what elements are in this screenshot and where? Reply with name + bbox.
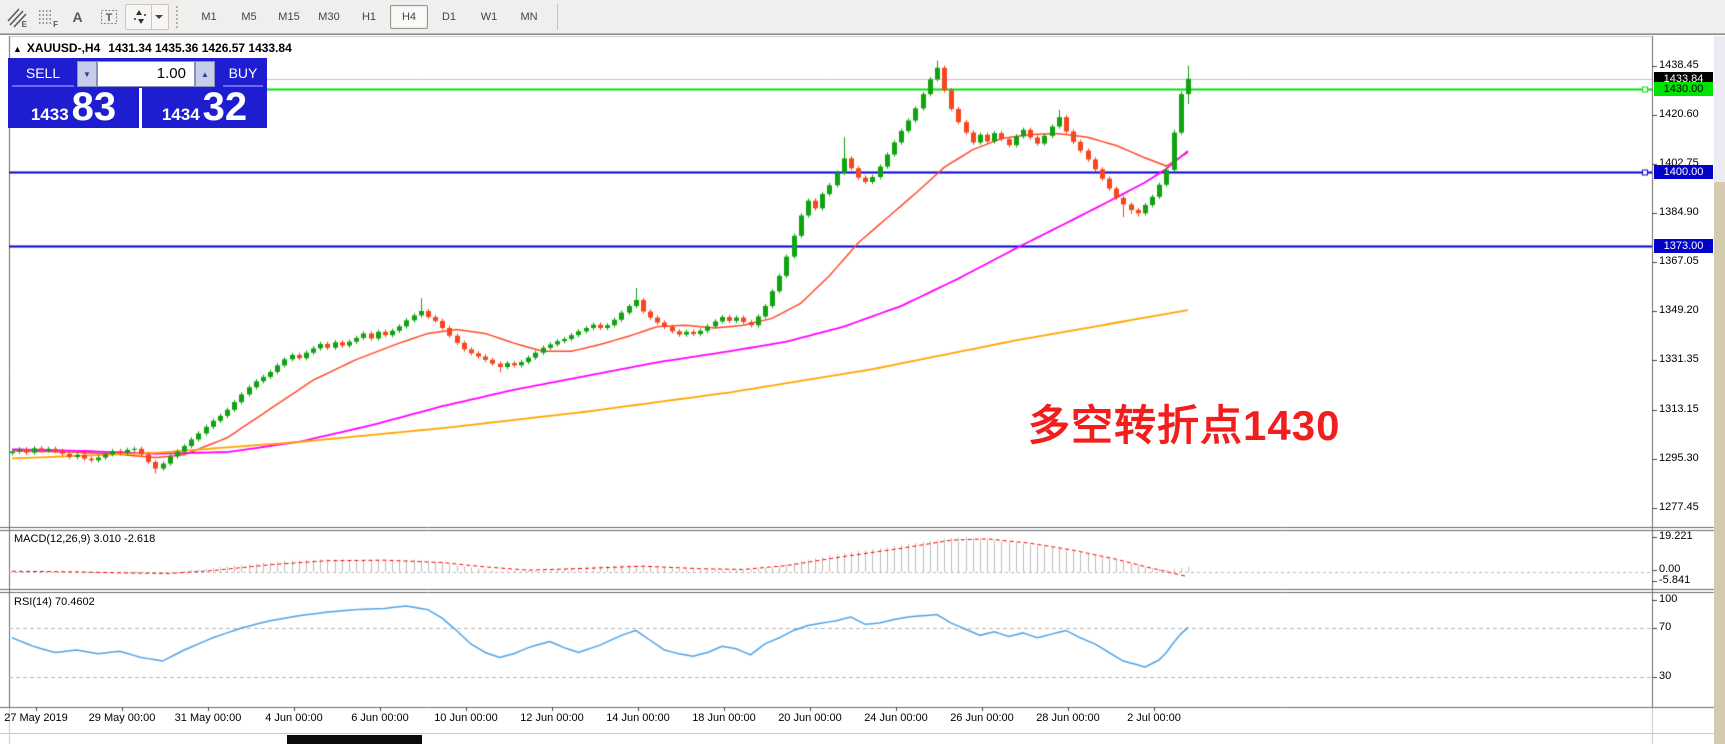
toolbar-separator (176, 5, 183, 28)
macd-tick-label: 0.00 (1659, 563, 1681, 575)
date-axis-label: 29 May 00:00 (88, 712, 156, 724)
symbol-period-label: XAUUSD-,H4 (26, 41, 101, 55)
price-tick-label: 1384.90 (1659, 206, 1699, 218)
tool-sub-letter: E (21, 19, 27, 29)
price-tick-label: 1313.15 (1659, 403, 1699, 415)
timeframe-button-w1[interactable]: W1 (480, 10, 498, 23)
timeframe-button-mn[interactable]: MN (520, 10, 538, 23)
rsi-tick-label: 30 (1659, 670, 1672, 682)
volume-increase-button[interactable]: ▲ (195, 61, 215, 87)
trade-panel-divider (139, 88, 142, 128)
date-axis-label: 2 Jul 00:00 (1127, 712, 1181, 724)
buy-price-big: 32 (202, 85, 248, 129)
timeframe-button-d1[interactable]: D1 (441, 10, 457, 23)
price-badge: 1373.00 (1654, 239, 1713, 253)
window-edge-strip (1714, 182, 1725, 744)
rsi-tick-label: 100 (1659, 593, 1678, 605)
date-axis-label: 27 May 2019 (4, 712, 68, 724)
timeframe-button-m5[interactable]: M5 (241, 10, 257, 23)
price-tick-label: 1331.35 (1659, 353, 1699, 365)
window-bottom-border (0, 733, 1725, 734)
svg-text:T: T (105, 12, 112, 24)
macd-tick-label: 19.221 (1659, 530, 1693, 542)
text-label-tool-button[interactable]: A (63, 4, 92, 30)
sell-price-big: 83 (71, 85, 117, 129)
chart-text-annotation: 多空转折点1430 (1028, 402, 1341, 449)
date-axis-label: 24 Jun 00:00 (864, 712, 928, 724)
rsi-indicator-label: RSI(14) 70.4602 (14, 596, 95, 608)
date-axis-label: 14 Jun 00:00 (606, 712, 670, 724)
price-badge: 1430.00 (1654, 82, 1713, 96)
macd-tick-label: -5.841 (1659, 574, 1691, 586)
arrows-dropdown-caret[interactable] (151, 4, 165, 29)
ohlc-values: 1431.34 1435.36 1426.57 1433.84 (108, 41, 292, 55)
text-box-tool-button[interactable]: T (94, 4, 123, 30)
buy-price-small: 1434 (161, 105, 200, 124)
fibo-lines-icon (38, 9, 53, 24)
price-tick-label: 1438.45 (1659, 59, 1699, 71)
timeframe-button-m1[interactable]: M1 (201, 10, 217, 23)
one-click-trading-panel: SELL ▼ 1.00 ▲ BUY 1433 83 1434 32 (8, 58, 267, 128)
timeframe-button-h1[interactable]: H1 (361, 10, 377, 23)
tool-sub-letter: F (53, 19, 58, 29)
timeframe-button-h4[interactable]: H4 (390, 4, 428, 29)
macd-indicator-label: MACD(12,26,9) 3.010 -2.618 (14, 533, 156, 545)
arrows-icon (134, 9, 146, 24)
price-tick-label: 1349.20 (1659, 304, 1699, 316)
price-tick-label: 1277.45 (1659, 501, 1699, 513)
sell-price-display[interactable]: 1433 83 (8, 85, 139, 129)
fibo-expansion-icon (6, 7, 27, 28)
date-axis-label: 26 Jun 00:00 (950, 712, 1014, 724)
collapse-trade-panel-arrow[interactable]: ▲ (13, 44, 22, 54)
fibo-lines-tool-button[interactable]: F (32, 4, 61, 30)
taskbar-fragment (287, 735, 422, 744)
buy-button[interactable]: BUY (223, 61, 263, 87)
timeframe-button-m30[interactable]: M30 (318, 10, 340, 23)
date-axis-label: 28 Jun 00:00 (1036, 712, 1100, 724)
date-axis-label: 20 Jun 00:00 (778, 712, 842, 724)
volume-input[interactable]: 1.00 (97, 61, 195, 87)
arrows-tool-button[interactable] (125, 3, 169, 30)
price-tick-label: 1420.60 (1659, 108, 1699, 120)
toolbar-separator (557, 3, 558, 30)
date-axis-label: 31 May 00:00 (174, 712, 242, 724)
price-badge: 1400.00 (1654, 165, 1713, 179)
fibo-expansion-tool-button[interactable]: E (1, 4, 30, 30)
buy-price-display[interactable]: 1434 32 (142, 85, 267, 129)
date-axis-label: 6 Jun 00:00 (351, 712, 409, 724)
text-label-icon: A (72, 8, 83, 25)
date-axis-label: 10 Jun 00:00 (434, 712, 498, 724)
window-edge-strip (1714, 36, 1725, 182)
chart-header: ▲ XAUUSD-,H4 1431.34 1435.36 1426.57 1433.… (13, 41, 292, 55)
date-axis-label: 18 Jun 00:00 (692, 712, 756, 724)
price-tick-label: 1367.05 (1659, 255, 1699, 267)
price-tick-label: 1295.30 (1659, 452, 1699, 464)
timeframe-button-m15[interactable]: M15 (278, 10, 300, 23)
volume-decrease-button[interactable]: ▼ (77, 61, 97, 87)
rsi-tick-label: 70 (1659, 621, 1672, 633)
sell-price-small: 1433 (30, 105, 69, 124)
chevron-down-icon (154, 14, 163, 19)
timeframe-button-group: M1 M5 M15 M30 H1 H4 D1 W1 MN (189, 4, 549, 29)
sell-button[interactable]: SELL (12, 61, 74, 87)
date-axis-label: 12 Jun 00:00 (520, 712, 584, 724)
date-axis-label: 4 Jun 00:00 (265, 712, 323, 724)
text-box-icon: T (100, 9, 117, 24)
chart-toolbar: E F A T M1 M5 M15 M (0, 0, 1725, 34)
